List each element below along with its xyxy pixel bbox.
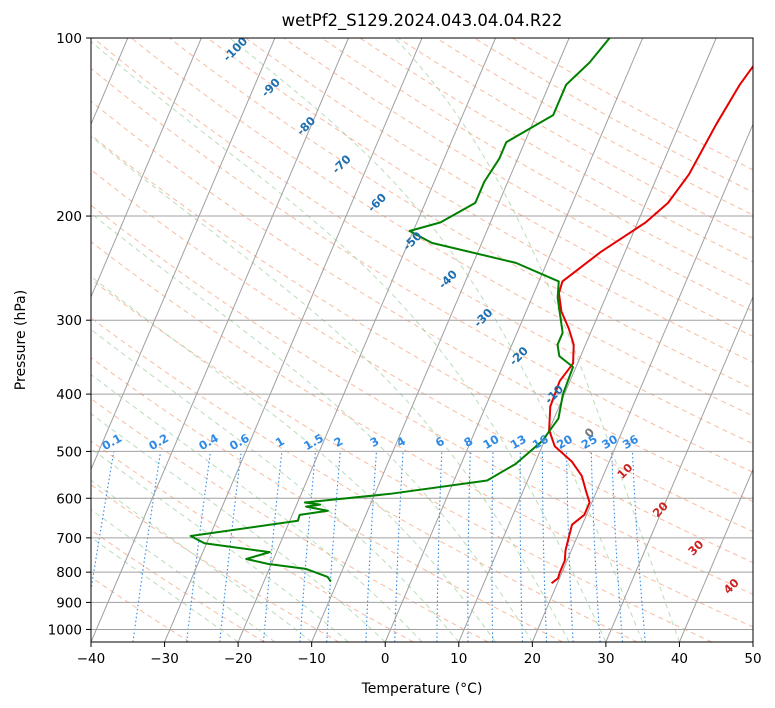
x-tick-label: 20 — [524, 651, 541, 667]
isotherm-gridline — [384, 38, 644, 642]
dry-adiabat — [91, 241, 753, 628]
isotherm-gridline — [237, 38, 497, 642]
dry-adiabat — [473, 38, 753, 193]
dry-adiabat — [169, 38, 753, 390]
mixing-ratio-line — [132, 451, 162, 642]
mixing-ratio-line — [91, 451, 115, 594]
dewpoint-line — [189, 38, 611, 583]
mixing-ratio-label: 16 — [530, 432, 551, 452]
mixing-ratio-label: 25 — [579, 432, 600, 452]
x-tick-label: 0 — [381, 651, 390, 667]
y-tick-label: 600 — [56, 491, 82, 507]
x-tick-label: −40 — [77, 651, 106, 667]
y-tick-label: 400 — [56, 387, 82, 403]
moist-adiabat — [91, 40, 607, 642]
dry-adiabat — [91, 317, 638, 642]
mixing-ratio-label: 13 — [508, 432, 529, 452]
moist-adiabat — [91, 536, 239, 642]
dry-adiabat — [92, 38, 753, 445]
isotherm-gridline — [164, 38, 423, 642]
dry-adiabat — [91, 278, 712, 642]
isotherm-gridline — [311, 38, 570, 642]
x-tick-label: −10 — [297, 651, 326, 667]
dry-adiabat — [321, 38, 753, 287]
isotherm-gridline — [91, 38, 202, 299]
axis-ticks: −40 −30 −20 −10 0 10 20 30 40 50 100 200 300 400 500 60… — [48, 31, 762, 667]
moist-adiabat — [91, 508, 276, 642]
isotherm-gridline — [605, 295, 753, 642]
y-tick-label: 300 — [56, 313, 82, 329]
background-lines — [91, 38, 753, 642]
dry-adiabat — [91, 134, 753, 533]
y-tick-label: 500 — [56, 444, 82, 460]
y-tick-label: 1000 — [48, 622, 82, 638]
moist-adiabat — [91, 373, 423, 642]
isotherm-gridline — [91, 38, 349, 642]
moist-adiabat — [91, 413, 386, 642]
dry-adiabat — [435, 38, 753, 216]
y-tick-label: 200 — [56, 209, 82, 225]
isotherm-gridline — [678, 468, 753, 642]
x-tick-label: 30 — [597, 651, 614, 667]
moist-adiabat — [91, 328, 460, 642]
y-axis-label: Pressure (hPa) — [13, 290, 29, 390]
moist-adiabat — [229, 38, 644, 642]
moist-adiabat — [91, 212, 533, 642]
dry-adiabat — [359, 38, 753, 263]
temperature-line — [548, 64, 753, 584]
isotherm-gridline — [531, 123, 753, 642]
mixing-ratio-label: 30 — [599, 432, 620, 452]
moist-adiabat — [91, 275, 496, 642]
mixing-ratio-label: 20 — [554, 432, 575, 452]
sounding-series — [189, 38, 753, 584]
dry-adiabat — [91, 67, 753, 473]
y-tick-label: 800 — [56, 565, 82, 581]
y-tick-label: 100 — [56, 31, 82, 47]
isotherm-gridline — [91, 38, 276, 471]
dry-adiabat — [91, 440, 414, 642]
isotherm-gridline — [458, 38, 717, 642]
y-tick-label: 700 — [56, 531, 82, 547]
dry-adiabat — [207, 38, 753, 363]
x-tick-label: 40 — [671, 651, 688, 667]
x-tick-label: 50 — [744, 651, 761, 667]
mixing-ratio-label: 10 — [481, 432, 502, 452]
x-tick-label: −20 — [224, 651, 253, 667]
chart-title: wetPf2_S129.2024.043.04.04.R22 — [282, 11, 563, 31]
dry-adiabat — [91, 484, 340, 642]
y-tick-label: 900 — [56, 595, 82, 611]
x-axis-label: Temperature (°C) — [361, 681, 483, 697]
x-tick-label: −30 — [150, 651, 179, 667]
x-tick-label: 10 — [450, 651, 467, 667]
mixing-ratio-label: 36 — [620, 432, 641, 452]
dry-adiabat — [131, 38, 753, 417]
plot-frame — [90, 37, 754, 643]
moist-adiabat — [91, 447, 349, 642]
mixing-ratio-line — [186, 451, 212, 642]
